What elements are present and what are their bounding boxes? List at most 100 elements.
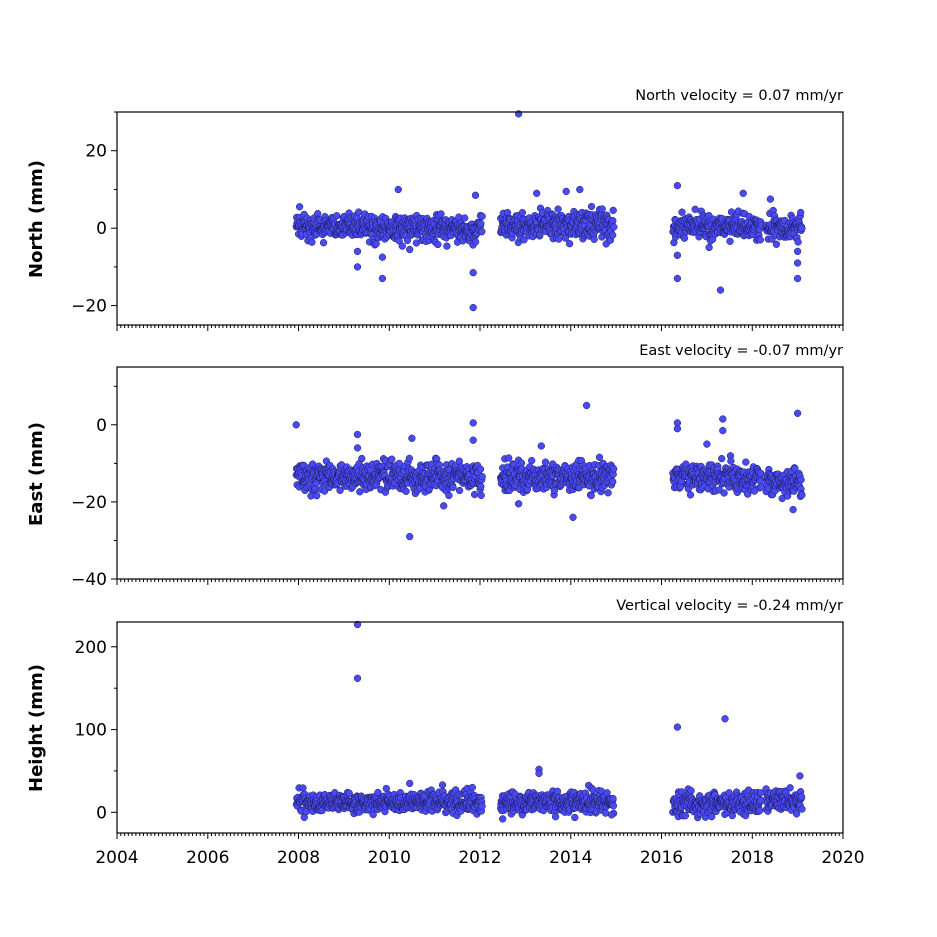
north-point: [609, 206, 617, 215]
north-point: [443, 242, 451, 250]
east-outlier-point: [514, 500, 523, 508]
north-point: [772, 240, 781, 248]
north-outlier-point: [673, 251, 682, 259]
north-velocity-annotation: North velocity = 0.07 mm/yr: [635, 88, 843, 104]
east-outlier-point: [537, 442, 545, 450]
north-point: [437, 210, 445, 218]
height-outlier-point: [535, 769, 543, 778]
height-point: [299, 784, 307, 792]
north-point: [471, 238, 480, 246]
north-point: [561, 234, 570, 242]
east-outlier-point: [719, 415, 727, 423]
north-point: [554, 205, 562, 213]
east-point: [727, 457, 735, 465]
east-point: [720, 489, 728, 497]
north-point: [756, 236, 764, 244]
north-point: [308, 238, 316, 246]
north-outlier-point: [471, 191, 480, 199]
north-point: [434, 240, 442, 249]
east-point: [528, 456, 536, 465]
height-point: [601, 809, 610, 817]
height-point: [786, 784, 794, 792]
east-point: [449, 483, 457, 492]
east-outlier-point: [406, 532, 414, 541]
north-point: [478, 227, 486, 236]
height-outlier-point: [499, 815, 507, 823]
east-point: [718, 454, 726, 463]
east-point: [356, 488, 364, 496]
height-point: [571, 813, 579, 822]
height-point: [792, 810, 801, 818]
north-y-tick-label: −20: [71, 297, 107, 317]
east-point: [587, 491, 595, 500]
north-point: [680, 234, 689, 242]
height-y-tick-label: 100: [75, 721, 107, 741]
north-outlier-point: [469, 269, 477, 277]
height-point: [468, 783, 477, 792]
height-point: [553, 787, 562, 795]
east-point: [477, 482, 485, 491]
east-point: [313, 492, 321, 500]
north-point: [461, 214, 469, 222]
north-outlier-point: [562, 187, 570, 196]
north-point: [587, 202, 596, 211]
north-plot-frame: [116, 111, 844, 326]
height-ylabel: Height (mm): [26, 664, 47, 792]
north-outlier-point: [793, 274, 802, 283]
height-x-tick-label: 2018: [731, 848, 774, 868]
north-outlier-point: [406, 245, 414, 254]
north-point: [609, 231, 617, 239]
panel-north: North velocity = 0.07 mm/yr North (mm) −…: [26, 88, 844, 331]
height-point: [551, 813, 560, 821]
north-y-tick-label: 20: [85, 142, 107, 162]
north-point: [678, 208, 686, 216]
height-outlier-point: [406, 779, 414, 788]
height-outlier-point: [353, 674, 362, 682]
east-outlier-point: [353, 444, 362, 452]
east-outlier-point: [703, 440, 711, 448]
east-y-tick-label: 0: [96, 416, 107, 436]
height-x-tick-label: 2004: [95, 848, 138, 868]
east-velocity-annotation: East velocity = -0.07 mm/yr: [639, 343, 843, 359]
east-outlier-point: [673, 425, 682, 433]
north-outlier-point: [353, 247, 362, 256]
east-point: [595, 453, 604, 461]
east-outlier-point: [353, 430, 362, 439]
east-point: [445, 491, 453, 500]
north-point: [478, 212, 486, 220]
north-point: [333, 212, 341, 220]
north-point: [555, 235, 563, 243]
east-point: [797, 476, 805, 484]
east-outlier-point: [469, 419, 477, 427]
north-point: [610, 223, 618, 231]
north-point: [520, 236, 528, 244]
east-point: [476, 465, 485, 473]
height-x-tick-label: 2014: [549, 848, 592, 868]
north-point: [518, 208, 527, 217]
east-outlier-point: [582, 401, 591, 410]
north-outlier-point: [673, 181, 682, 190]
height-x-tick-label: 2016: [640, 848, 683, 868]
east-outlier-point: [292, 421, 300, 429]
north-outlier-point: [353, 263, 362, 271]
east-point: [757, 469, 765, 477]
height-y-tick-label: 0: [96, 803, 107, 823]
height-point: [478, 802, 486, 810]
north-point: [319, 239, 328, 247]
height-outlier-point: [721, 715, 729, 723]
east-point: [505, 454, 513, 462]
height-point: [609, 794, 617, 803]
north-outlier-point: [673, 274, 682, 283]
north-outlier-point: [576, 185, 584, 194]
height-x-tick-label: 2010: [368, 848, 411, 868]
north-outlier-point: [533, 189, 541, 197]
height-y-tick-label: 200: [75, 638, 107, 658]
north-outlier-point: [469, 303, 477, 312]
height-point: [798, 805, 806, 813]
height-point: [609, 802, 618, 810]
north-outlier-point: [716, 286, 725, 294]
north-point: [598, 205, 606, 213]
east-outlier-point: [719, 426, 727, 435]
height-x-tick-label: 2008: [277, 848, 320, 868]
north-point: [295, 203, 304, 211]
